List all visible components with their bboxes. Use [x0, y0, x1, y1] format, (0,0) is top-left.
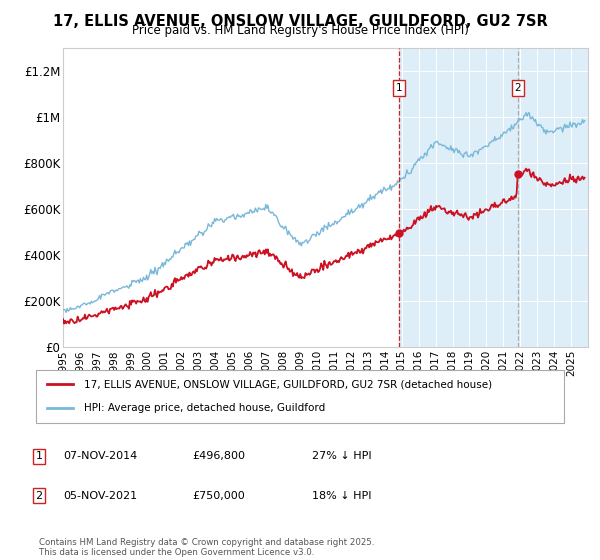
Bar [399, 48, 588, 347]
Text: 2: 2 [35, 491, 43, 501]
Text: 07-NOV-2014: 07-NOV-2014 [63, 451, 137, 461]
Text: 1: 1 [396, 83, 403, 93]
Text: 17, ELLIS AVENUE, ONSLOW VILLAGE, GUILDFORD, GU2 7SR (detached house): 17, ELLIS AVENUE, ONSLOW VILLAGE, GUILDF… [83, 380, 491, 390]
FancyBboxPatch shape [36, 370, 564, 423]
Text: £750,000: £750,000 [192, 491, 245, 501]
Text: HPI: Average price, detached house, Guildford: HPI: Average price, detached house, Guil… [83, 403, 325, 413]
Text: 27% ↓ HPI: 27% ↓ HPI [312, 451, 371, 461]
Text: 05-NOV-2021: 05-NOV-2021 [63, 491, 137, 501]
Text: Price paid vs. HM Land Registry's House Price Index (HPI): Price paid vs. HM Land Registry's House … [131, 24, 469, 36]
Text: 17, ELLIS AVENUE, ONSLOW VILLAGE, GUILDFORD, GU2 7SR: 17, ELLIS AVENUE, ONSLOW VILLAGE, GUILDF… [53, 14, 547, 29]
Text: £496,800: £496,800 [192, 451, 245, 461]
Text: 18% ↓ HPI: 18% ↓ HPI [312, 491, 371, 501]
Text: Contains HM Land Registry data © Crown copyright and database right 2025.
This d: Contains HM Land Registry data © Crown c… [39, 538, 374, 557]
Text: 2: 2 [514, 83, 521, 93]
Text: 1: 1 [35, 451, 43, 461]
